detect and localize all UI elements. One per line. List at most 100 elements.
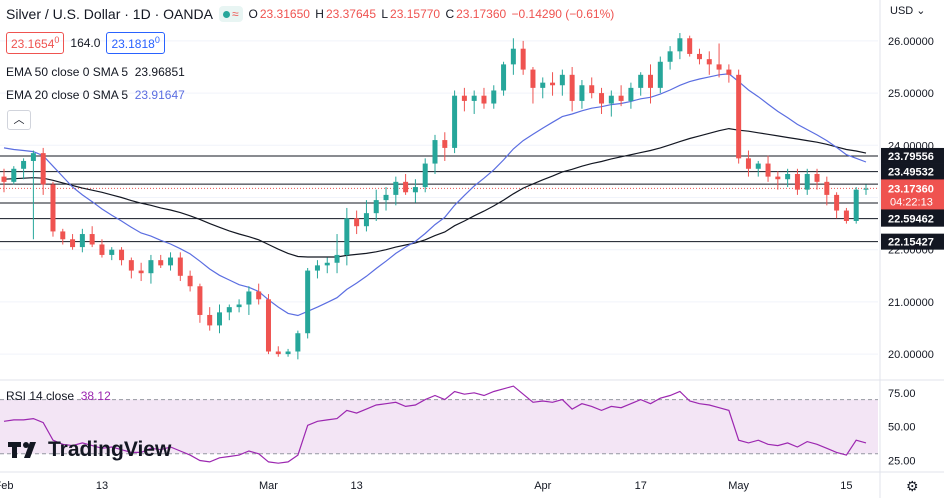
candle-body <box>628 87 634 101</box>
rsi-band <box>0 399 878 454</box>
candle-body <box>726 69 732 75</box>
chevron-up-icon: ︿ <box>13 114 25 126</box>
price-axis: 26.0000025.0000024.0000023.0000022.00000… <box>879 0 944 498</box>
time-tick-label: Apr <box>534 480 551 492</box>
candle <box>804 168 810 195</box>
candle-body <box>275 351 281 355</box>
time-tick-label: 15 <box>840 480 852 492</box>
candle <box>177 252 183 282</box>
tradingview-logo-icon <box>8 442 36 458</box>
candle-body <box>618 95 624 101</box>
rsi-legend[interactable]: RSI 14 close 38.12 <box>6 389 111 403</box>
candle-body <box>236 304 242 308</box>
price-line-tag <box>881 147 944 164</box>
ema20-value: 23.91647 <box>134 88 185 102</box>
price-line-label: 22.15427 <box>888 237 934 249</box>
price-line-tag <box>881 210 944 227</box>
candle <box>618 85 624 107</box>
candle <box>471 90 477 114</box>
candle-body <box>540 82 546 88</box>
candle-body <box>295 333 301 352</box>
symbol-title[interactable]: Silver / U.S. Dollar · 1D · OANDA <box>6 6 213 22</box>
candle-body <box>785 174 791 180</box>
spread-value: 164.0 <box>70 36 101 50</box>
sell-button[interactable]: 23.16540 <box>6 32 65 54</box>
candle-body <box>324 262 330 266</box>
candle-body <box>217 312 222 326</box>
candle-body <box>265 299 271 352</box>
candle <box>89 226 95 248</box>
price-tick-label: 21.00000 <box>888 297 934 309</box>
candle-body <box>158 260 164 266</box>
candle-body <box>481 95 487 104</box>
candle <box>824 176 830 206</box>
candle <box>540 77 546 99</box>
buy-button[interactable]: 23.18180 <box>106 32 165 54</box>
currency-selector[interactable]: USD ⌄ <box>890 5 926 17</box>
price-tick-label: 22.00000 <box>888 245 934 257</box>
candle <box>285 348 291 357</box>
candle <box>569 66 575 112</box>
price-line-tag <box>881 163 944 180</box>
candle <box>119 247 125 266</box>
candle-body <box>579 85 585 101</box>
candle-body <box>648 74 653 88</box>
change-value: −0.14290 (−0.61%) <box>511 7 615 21</box>
candle-body <box>452 95 458 148</box>
candle-body <box>168 257 174 266</box>
candle <box>148 254 154 284</box>
candle <box>305 267 311 339</box>
rsi-pane <box>0 379 944 473</box>
candle <box>853 187 859 224</box>
candle-body <box>21 160 27 169</box>
ema20-layer <box>3 73 867 317</box>
candle-body <box>589 85 595 94</box>
price-line-label: 22.59462 <box>888 214 934 226</box>
candle-body <box>363 213 369 227</box>
price-tick-label: 20.00000 <box>888 349 934 361</box>
collapse-legend-button[interactable]: ︿ <box>7 110 31 130</box>
candle-body <box>804 174 810 190</box>
candle <box>109 247 115 261</box>
market-status-pill[interactable]: ≈ <box>218 6 243 22</box>
candle-body <box>638 74 644 88</box>
candle-body <box>1 176 7 182</box>
candle <box>21 158 27 180</box>
tradingview-logo[interactable]: TradingView <box>8 438 171 462</box>
ema20-legend[interactable]: EMA 20 close 0 SMA 5 23.91647 <box>6 88 185 102</box>
candle <box>667 46 673 70</box>
chart-grid <box>0 40 878 355</box>
candle <box>50 181 56 237</box>
candle-body <box>657 61 663 88</box>
candle <box>501 61 507 96</box>
candle-body <box>687 38 693 54</box>
candle-body <box>383 194 389 201</box>
candle <box>745 150 751 177</box>
candle <box>736 69 742 164</box>
candle <box>412 179 418 203</box>
horizontal-price-lines <box>0 155 878 243</box>
candle-body <box>40 153 46 185</box>
candle <box>314 260 320 279</box>
gear-icon[interactable]: ⚙ <box>906 478 919 494</box>
candle <box>11 166 17 185</box>
ema50-legend[interactable]: EMA 50 close 0 SMA 5 23.96851 <box>6 65 185 79</box>
candle <box>814 168 820 190</box>
candle <box>363 200 369 232</box>
candle <box>187 270 193 292</box>
candle-body <box>442 140 448 148</box>
price-line-tag <box>881 233 944 250</box>
candle-body <box>550 82 556 86</box>
rsi-tick-label: 50.00 <box>888 422 916 434</box>
candle <box>295 330 301 360</box>
candle <box>530 66 536 104</box>
ema50-layer <box>3 127 867 258</box>
candle-body <box>30 153 36 161</box>
candle-body <box>305 270 311 334</box>
countdown-label: 04:22:13 <box>890 196 933 208</box>
time-axis: Feb 13 Mar 13 Apr 17 May 15 <box>0 480 853 492</box>
candle-body <box>285 351 291 355</box>
candle <box>648 64 653 104</box>
rsi-tick-label: 25.00 <box>888 456 916 468</box>
